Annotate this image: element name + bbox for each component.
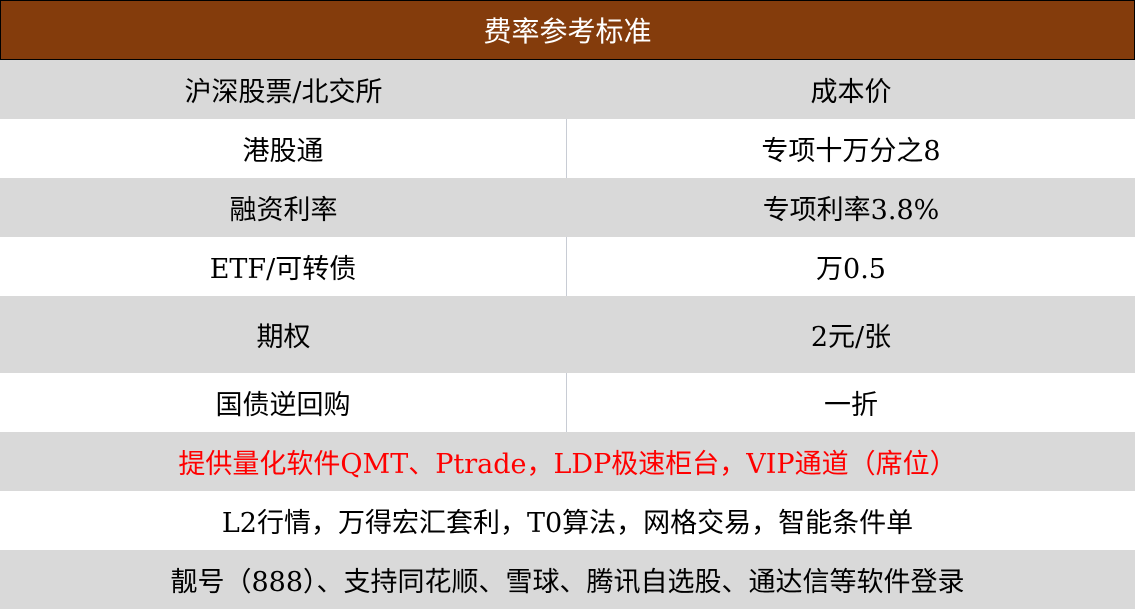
table-row: ETF/可转债 万0.5 [0, 237, 1135, 296]
fee-value: 专项十万分之8 [761, 136, 941, 167]
fee-category: 沪深股票/北交所 [184, 77, 383, 108]
fee-category: ETF/可转债 [0, 237, 567, 296]
table-row: 国债逆回购 一折 [0, 373, 1135, 432]
note-text: 提供量化软件QMT、Ptrade，LDP极速柜台，VIP通道（席位） [178, 449, 957, 480]
table-row: 港股通 专项十万分之8 [0, 119, 1135, 178]
table-title: 费率参考标准 [0, 0, 1135, 60]
note-row: 靓号（888）、支持同花顺、雪球、腾讯自选股、通达信等软件登录 [0, 550, 1135, 609]
note-row: 提供量化软件QMT、Ptrade，LDP极速柜台，VIP通道（席位） [0, 432, 1135, 491]
fee-value: 一折 [824, 390, 878, 421]
table-row: 期权 2元/张 [0, 296, 1135, 373]
fee-value: 成本价 [810, 77, 892, 108]
fee-category: 期权 [256, 322, 311, 353]
fee-category: 港股通 [0, 119, 567, 178]
fee-category: 融资利率 [229, 195, 338, 226]
note-text: 靓号（888）、支持同花顺、雪球、腾讯自选股、通达信等软件登录 [170, 567, 965, 598]
table-row: 沪深股票/北交所 成本价 [0, 60, 1135, 119]
fee-value: 专项利率3.8% [762, 195, 940, 226]
fee-value: 2元/张 [810, 322, 892, 353]
table-row: 融资利率 专项利率3.8% [0, 178, 1135, 237]
fee-category: 国债逆回购 [0, 373, 567, 432]
fee-value: 万0.5 [816, 254, 886, 285]
note-row: L2行情，万得宏汇套利，T0算法，网格交易，智能条件单 [0, 491, 1135, 550]
note-text: L2行情，万得宏汇套利，T0算法，网格交易，智能条件单 [221, 508, 914, 539]
